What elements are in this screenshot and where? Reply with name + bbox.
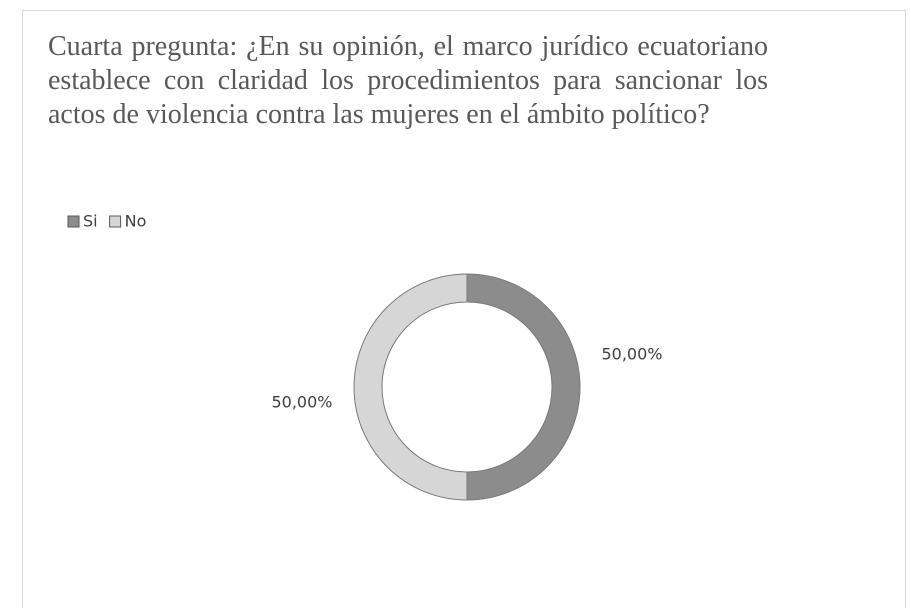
legend-label: No <box>125 212 147 231</box>
donut-slice <box>466 273 581 501</box>
legend-swatch <box>109 215 122 228</box>
data-label: 50,00% <box>601 345 662 364</box>
data-label: 50,00% <box>271 393 332 412</box>
chart-frame <box>22 10 906 608</box>
legend-swatch <box>67 215 80 228</box>
donut-slice <box>353 273 468 501</box>
legend-label: Si <box>83 212 98 231</box>
chart-title: Cuarta pregunta: ¿En su opinión, el marc… <box>48 31 768 130</box>
